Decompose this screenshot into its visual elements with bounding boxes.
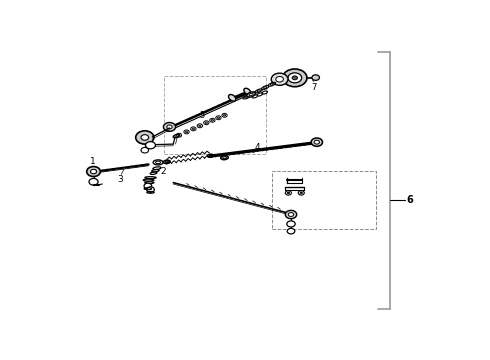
Circle shape [312,75,319,80]
Circle shape [300,192,302,194]
Circle shape [271,73,288,85]
Circle shape [146,141,155,149]
Circle shape [288,212,294,216]
Circle shape [223,114,226,116]
Text: 6: 6 [407,195,414,205]
Circle shape [292,76,297,80]
Circle shape [287,221,295,227]
Text: 5: 5 [199,111,204,120]
Circle shape [285,210,297,219]
Circle shape [192,128,195,130]
Text: 1: 1 [90,157,95,166]
Circle shape [287,228,295,234]
Circle shape [283,69,307,87]
Ellipse shape [228,94,236,101]
Circle shape [218,117,220,118]
Circle shape [89,179,98,185]
Circle shape [91,169,97,174]
Bar [164,76,267,154]
Circle shape [288,73,302,83]
Circle shape [141,135,148,140]
Circle shape [199,125,201,127]
Circle shape [141,148,148,153]
Circle shape [314,140,319,144]
Circle shape [311,138,322,146]
Circle shape [136,131,154,144]
Ellipse shape [247,92,255,97]
Circle shape [163,122,175,131]
Circle shape [147,187,154,192]
Circle shape [178,134,180,136]
Circle shape [144,183,151,189]
Circle shape [87,167,100,176]
Circle shape [211,120,214,121]
Text: 7: 7 [311,82,317,91]
Bar [272,171,376,229]
Circle shape [167,125,172,129]
Circle shape [185,131,188,133]
Text: 3: 3 [117,175,123,184]
Circle shape [205,122,207,123]
Circle shape [287,192,290,194]
Text: 4: 4 [255,143,261,152]
Text: 2: 2 [160,167,166,176]
Ellipse shape [244,88,251,95]
Circle shape [276,76,283,82]
